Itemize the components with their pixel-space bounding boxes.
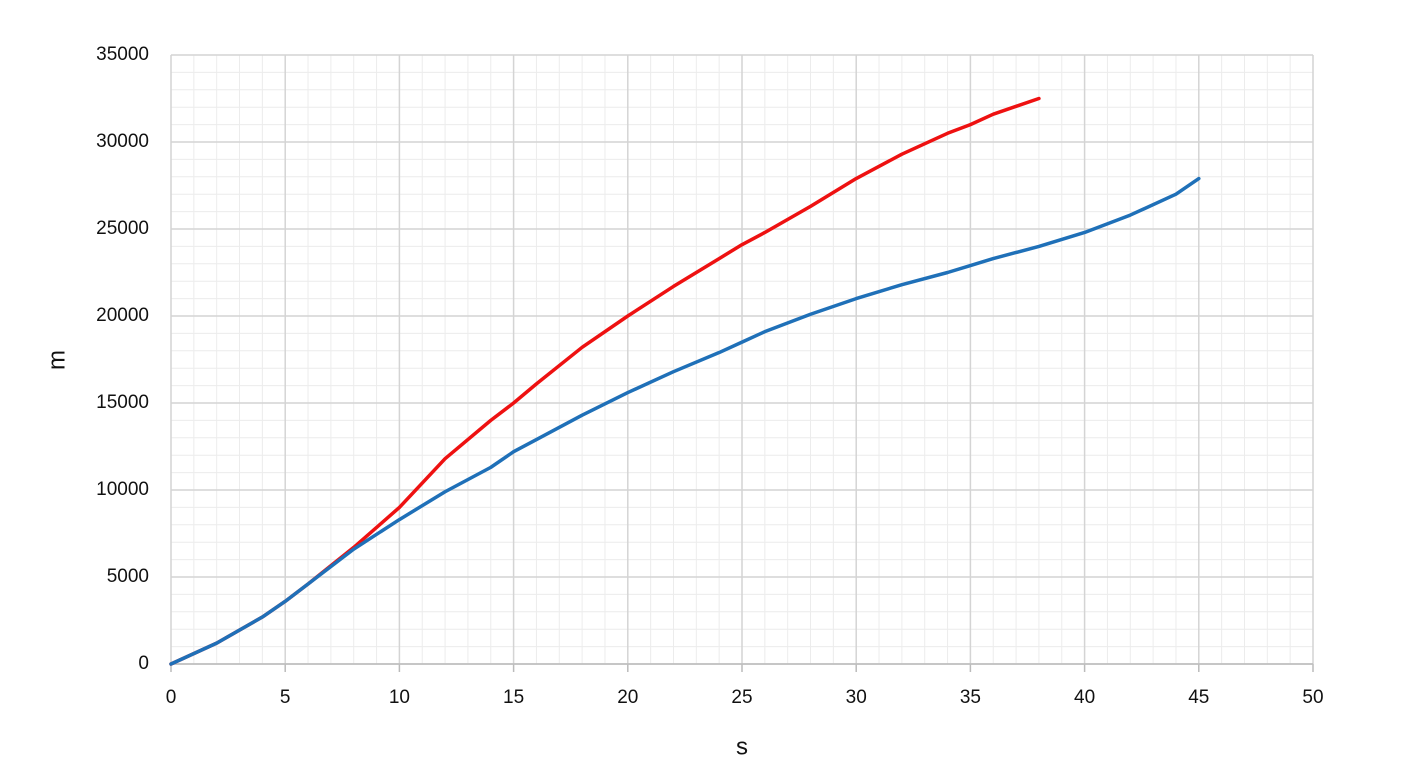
x-tick-label: 20	[617, 687, 638, 708]
x-tick-label: 0	[166, 687, 177, 708]
y-tick-label: 15000	[96, 392, 149, 413]
x-tick-label: 50	[1302, 687, 1323, 708]
y-tick-label: 25000	[96, 218, 149, 239]
x-tick-label: 5	[280, 687, 291, 708]
y-tick-label: 5000	[107, 566, 149, 587]
y-tick-label: 30000	[96, 131, 149, 152]
y-tick-label: 0	[138, 653, 149, 674]
x-tick-label: 40	[1074, 687, 1095, 708]
x-tick-label: 45	[1188, 687, 1209, 708]
y-tick-label: 10000	[96, 479, 149, 500]
y-tick-label: 20000	[96, 305, 149, 326]
x-axis-title: s	[736, 733, 748, 760]
y-tick-label: 35000	[96, 44, 149, 65]
y-axis-title: m	[43, 350, 70, 370]
x-tick-label: 10	[389, 687, 410, 708]
x-tick-label: 15	[503, 687, 524, 708]
x-tick-label: 30	[846, 687, 867, 708]
line-series	[169, 176, 1201, 666]
x-tick-label: 35	[960, 687, 981, 708]
x-tick-label: 25	[731, 687, 752, 708]
